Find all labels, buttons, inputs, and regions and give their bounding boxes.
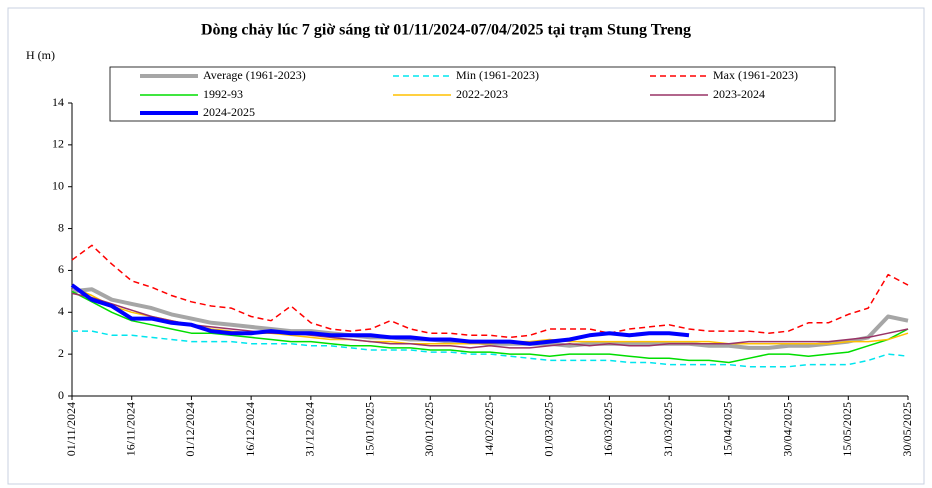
x-tick-label: 16/03/2025 bbox=[601, 402, 615, 457]
y-tick-label: 0 bbox=[58, 388, 64, 402]
x-tick-label: 15/05/2025 bbox=[840, 402, 854, 457]
series-line bbox=[70, 283, 690, 346]
x-tick-label: 16/12/2024 bbox=[243, 402, 257, 457]
x-tick-label: 16/11/2024 bbox=[123, 402, 137, 456]
x-tick-label: 31/12/2024 bbox=[303, 402, 317, 457]
legend-label: Max (1961-2023) bbox=[713, 68, 798, 82]
legend-label: 2024-2025 bbox=[203, 105, 255, 119]
series-line bbox=[71, 292, 909, 349]
legend-label: 2023-2024 bbox=[713, 87, 765, 101]
y-tick-label: 2 bbox=[58, 346, 64, 360]
chart-title: Dòng chảy lúc 7 giờ sáng từ 01/11/2024-0… bbox=[201, 22, 691, 39]
x-tick-label: 01/11/2024 bbox=[64, 402, 78, 456]
series-line bbox=[71, 290, 909, 364]
x-tick-label: 01/12/2024 bbox=[183, 402, 197, 457]
legend-label: Min (1961-2023) bbox=[456, 68, 539, 82]
legend-label: Average (1961-2023) bbox=[203, 68, 306, 82]
x-tick-label: 15/04/2025 bbox=[721, 402, 735, 457]
legend-label: 2022-2023 bbox=[456, 87, 508, 101]
y-tick-label: 8 bbox=[58, 220, 64, 234]
series-line bbox=[72, 330, 909, 368]
y-tick-label: 10 bbox=[52, 178, 64, 192]
series-line bbox=[71, 286, 909, 345]
legend bbox=[109, 66, 836, 122]
y-tick-label: 4 bbox=[58, 304, 64, 318]
x-tick-label: 30/04/2025 bbox=[780, 402, 794, 457]
y-tick-label: 12 bbox=[52, 137, 64, 151]
x-tick-label: 30/05/2025 bbox=[900, 402, 914, 457]
y-axis-label: H (m) bbox=[26, 48, 55, 62]
y-tick-label: 6 bbox=[58, 262, 64, 276]
x-tick-label: 31/03/2025 bbox=[661, 402, 675, 457]
legend-label: 1992-93 bbox=[203, 87, 243, 101]
x-tick-label: 14/02/2025 bbox=[482, 402, 496, 457]
y-tick-label: 14 bbox=[52, 95, 64, 109]
series-line bbox=[71, 244, 909, 339]
x-tick-label: 15/01/2025 bbox=[362, 402, 376, 457]
x-tick-label: 30/01/2025 bbox=[422, 402, 436, 457]
x-tick-label: 01/03/2025 bbox=[541, 402, 555, 457]
